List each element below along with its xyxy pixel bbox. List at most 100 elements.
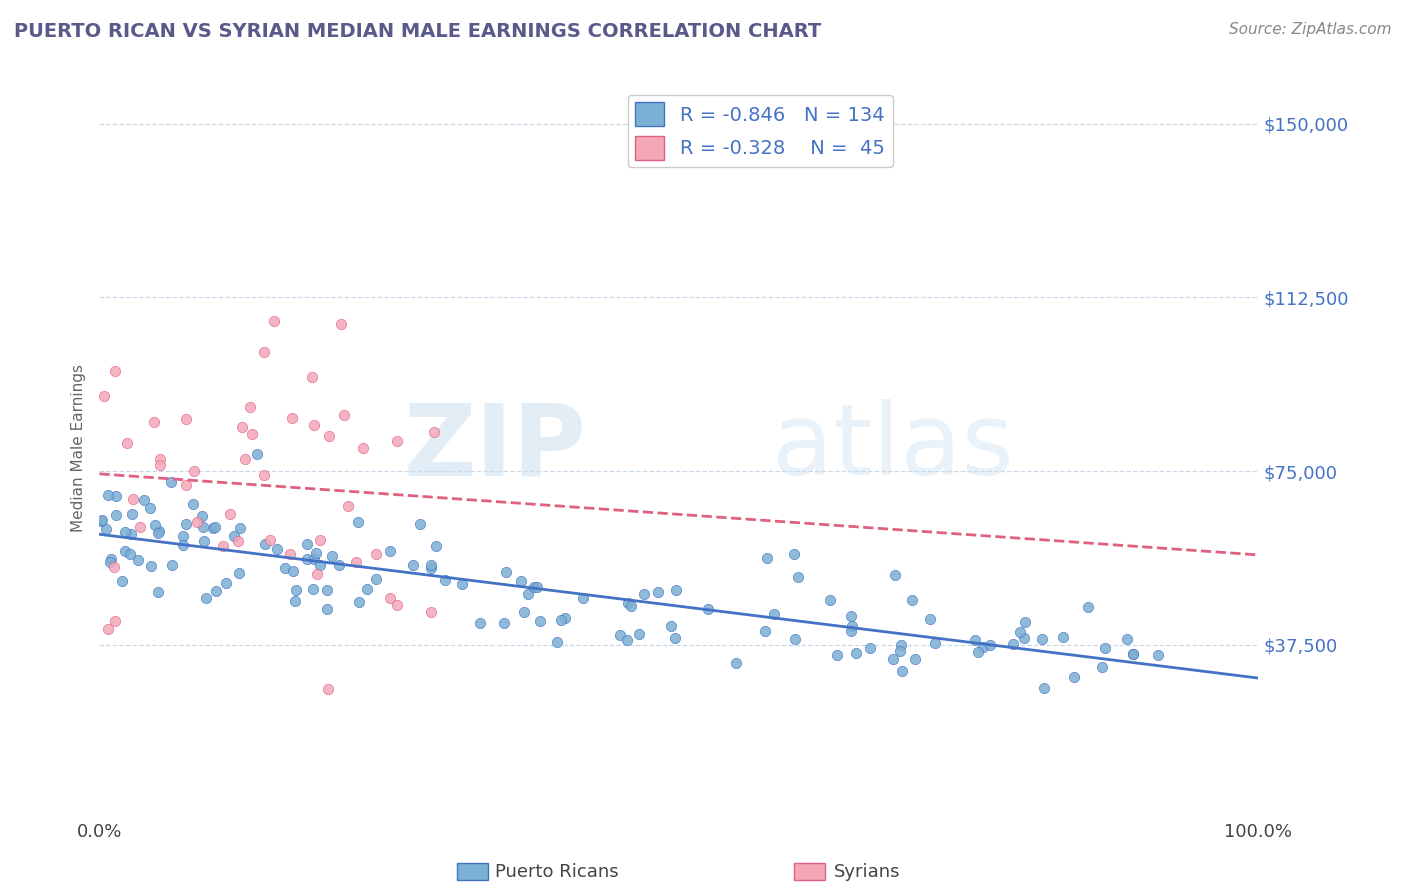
Point — [122, 492, 145, 507]
Point — [890, 665, 912, 679]
Point — [149, 458, 172, 472]
Point — [318, 681, 340, 696]
Point — [146, 585, 169, 599]
Point — [143, 517, 166, 532]
Point — [510, 574, 533, 588]
Point — [336, 500, 359, 514]
Point — [328, 558, 350, 572]
Point — [918, 612, 941, 626]
Point — [787, 569, 810, 583]
Point — [90, 513, 112, 527]
Point — [321, 549, 343, 563]
Point — [890, 638, 912, 652]
Point — [1012, 631, 1035, 645]
Point — [825, 648, 848, 662]
Point — [647, 585, 669, 599]
Point — [193, 534, 215, 549]
Point — [378, 544, 401, 558]
Text: Source: ZipAtlas.com: Source: ZipAtlas.com — [1229, 22, 1392, 37]
Point — [176, 477, 198, 491]
Text: Syrians: Syrians — [834, 863, 900, 881]
Point — [176, 516, 198, 531]
Point — [266, 542, 288, 557]
Point — [218, 507, 240, 521]
Point — [97, 488, 120, 502]
Point — [111, 574, 134, 588]
Point — [419, 558, 441, 572]
Point — [523, 580, 546, 594]
Point — [105, 508, 128, 522]
Point — [302, 418, 325, 433]
Point — [301, 370, 323, 384]
Point — [385, 599, 408, 613]
Point — [967, 645, 990, 659]
Point — [526, 580, 548, 594]
Point — [1052, 630, 1074, 644]
Point — [205, 584, 228, 599]
Point — [550, 613, 572, 627]
Point — [364, 573, 387, 587]
Point — [755, 550, 778, 565]
Point — [409, 516, 432, 531]
Point — [818, 593, 841, 607]
Point — [160, 475, 183, 490]
Point — [900, 593, 922, 607]
Point — [215, 575, 238, 590]
Point — [356, 582, 378, 596]
Point — [104, 489, 127, 503]
Point — [1010, 625, 1032, 640]
Point — [402, 558, 425, 572]
Point — [972, 640, 994, 655]
Point — [305, 567, 328, 582]
Point — [1077, 600, 1099, 615]
Point — [98, 555, 121, 569]
Point — [284, 593, 307, 607]
Point — [228, 521, 250, 535]
Point — [494, 616, 516, 631]
Point — [378, 591, 401, 605]
Point — [149, 452, 172, 467]
Point — [302, 552, 325, 566]
Point — [263, 314, 285, 328]
Point — [1091, 660, 1114, 674]
Point — [253, 345, 276, 359]
Point — [115, 436, 138, 450]
Point — [160, 558, 183, 572]
Point — [104, 364, 127, 378]
Point — [114, 544, 136, 558]
Point — [554, 611, 576, 625]
Point — [1122, 647, 1144, 661]
Point — [259, 533, 281, 547]
Point — [114, 524, 136, 539]
Point — [172, 529, 194, 543]
Point — [696, 602, 718, 616]
Point — [201, 521, 224, 535]
Point — [859, 641, 882, 656]
Point — [330, 317, 353, 331]
Point — [904, 652, 927, 666]
Point — [620, 599, 643, 614]
Point — [468, 615, 491, 630]
Text: Puerto Ricans: Puerto Ricans — [495, 863, 619, 881]
Point — [724, 657, 747, 671]
Point — [308, 558, 330, 573]
Point — [127, 552, 149, 566]
Text: atlas: atlas — [772, 400, 1014, 497]
Point — [665, 583, 688, 598]
Text: ZIP: ZIP — [404, 400, 586, 497]
Point — [284, 582, 307, 597]
Point — [783, 547, 806, 561]
Point — [963, 633, 986, 648]
Point — [204, 520, 226, 534]
Point — [183, 497, 205, 511]
Point — [295, 552, 318, 566]
Point — [146, 526, 169, 541]
Y-axis label: Median Male Earnings: Median Male Earnings — [72, 364, 86, 532]
Point — [754, 624, 776, 638]
Point — [120, 548, 142, 562]
Point — [274, 561, 297, 575]
Point — [420, 561, 443, 575]
Point — [191, 520, 214, 534]
Point — [139, 501, 162, 516]
Point — [212, 539, 235, 553]
